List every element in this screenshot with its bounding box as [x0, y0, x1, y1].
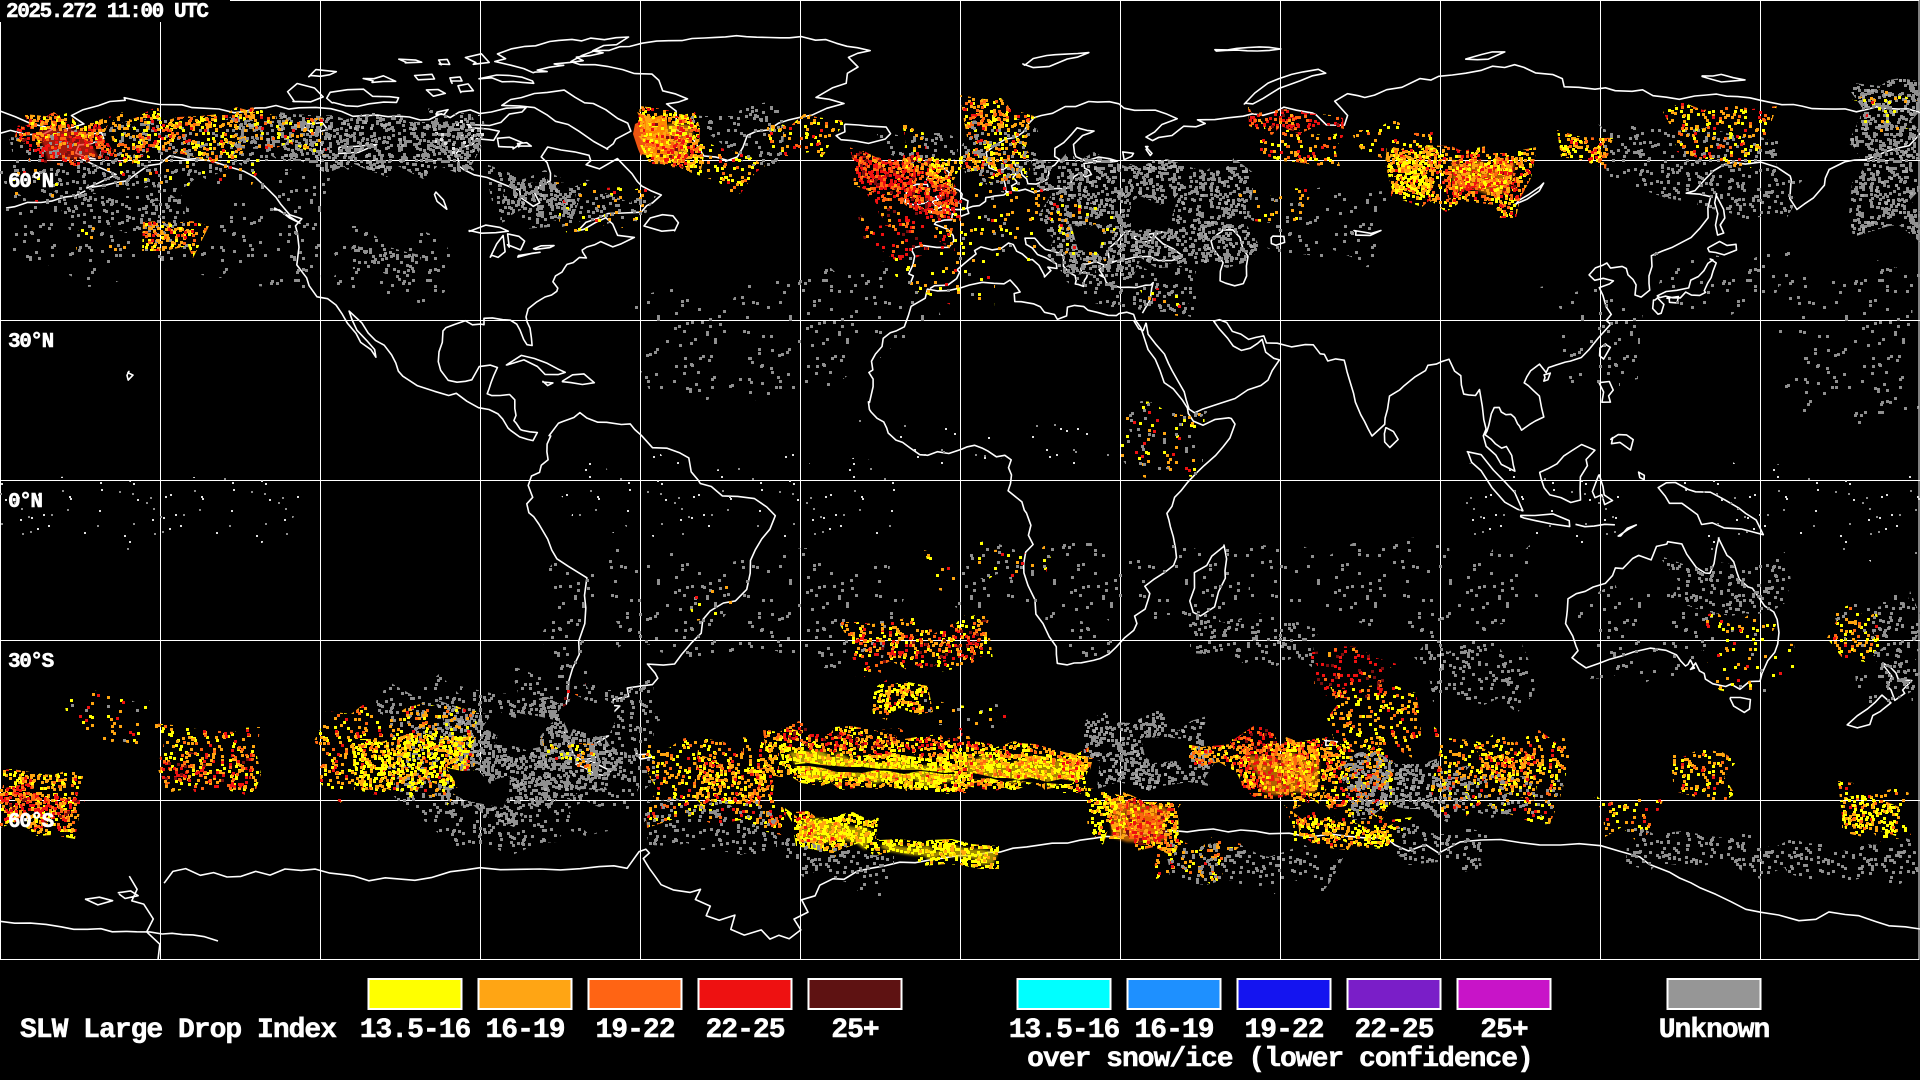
svg-text:2025.272 11:00 UTC: 2025.272 11:00 UTC [6, 1, 209, 24]
svg-text:22-25: 22-25 [1354, 1015, 1433, 1046]
svg-text:SLW Large Drop Index: SLW Large Drop Index [20, 1015, 337, 1046]
svg-text:16-19: 16-19 [485, 1015, 564, 1046]
svg-text:19-22: 19-22 [1244, 1015, 1323, 1046]
svg-text:25+: 25+ [1480, 1015, 1528, 1046]
svg-text:22-25: 22-25 [705, 1015, 784, 1046]
svg-text:0°N: 0°N [8, 491, 42, 514]
svg-text:over snow/ice (lower confidenc: over snow/ice (lower confidence) [1027, 1044, 1533, 1075]
svg-text:60°N: 60°N [8, 171, 54, 194]
svg-text:16-19: 16-19 [1134, 1015, 1213, 1046]
svg-text:13.5-16: 13.5-16 [1009, 1015, 1120, 1046]
svg-text:19-22: 19-22 [595, 1015, 674, 1046]
svg-text:30°S: 30°S [8, 651, 54, 674]
svg-text:13.5-16: 13.5-16 [360, 1015, 471, 1046]
svg-text:Unknown: Unknown [1659, 1015, 1770, 1046]
svg-text:30°N: 30°N [8, 331, 54, 354]
svg-text:60°S: 60°S [8, 811, 54, 834]
svg-text:25+: 25+ [831, 1015, 879, 1046]
